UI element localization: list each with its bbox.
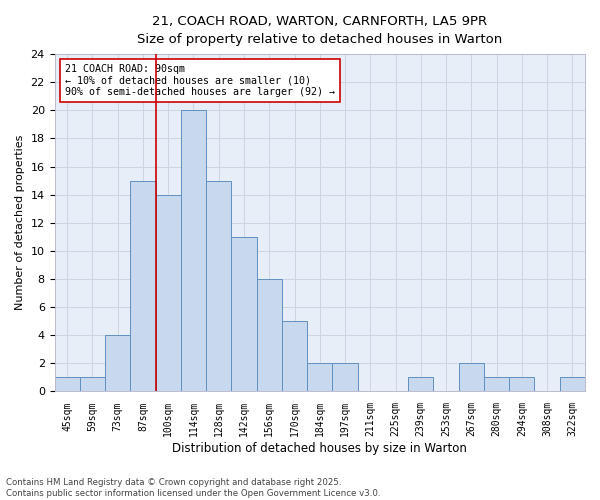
Bar: [408, 378, 433, 392]
X-axis label: Distribution of detached houses by size in Warton: Distribution of detached houses by size …: [172, 442, 467, 455]
Bar: [282, 321, 307, 392]
Text: Contains HM Land Registry data © Crown copyright and database right 2025.
Contai: Contains HM Land Registry data © Crown c…: [6, 478, 380, 498]
Bar: [332, 364, 358, 392]
Title: 21, COACH ROAD, WARTON, CARNFORTH, LA5 9PR
Size of property relative to detached: 21, COACH ROAD, WARTON, CARNFORTH, LA5 9…: [137, 15, 502, 46]
Bar: [181, 110, 206, 392]
Bar: [232, 237, 257, 392]
Bar: [55, 378, 80, 392]
Bar: [560, 378, 585, 392]
Bar: [458, 364, 484, 392]
Bar: [484, 378, 509, 392]
Y-axis label: Number of detached properties: Number of detached properties: [15, 135, 25, 310]
Bar: [206, 180, 232, 392]
Bar: [257, 279, 282, 392]
Bar: [80, 378, 105, 392]
Text: 21 COACH ROAD: 90sqm
← 10% of detached houses are smaller (10)
90% of semi-detac: 21 COACH ROAD: 90sqm ← 10% of detached h…: [65, 64, 335, 98]
Bar: [307, 364, 332, 392]
Bar: [130, 180, 155, 392]
Bar: [509, 378, 535, 392]
Bar: [105, 335, 130, 392]
Bar: [155, 194, 181, 392]
